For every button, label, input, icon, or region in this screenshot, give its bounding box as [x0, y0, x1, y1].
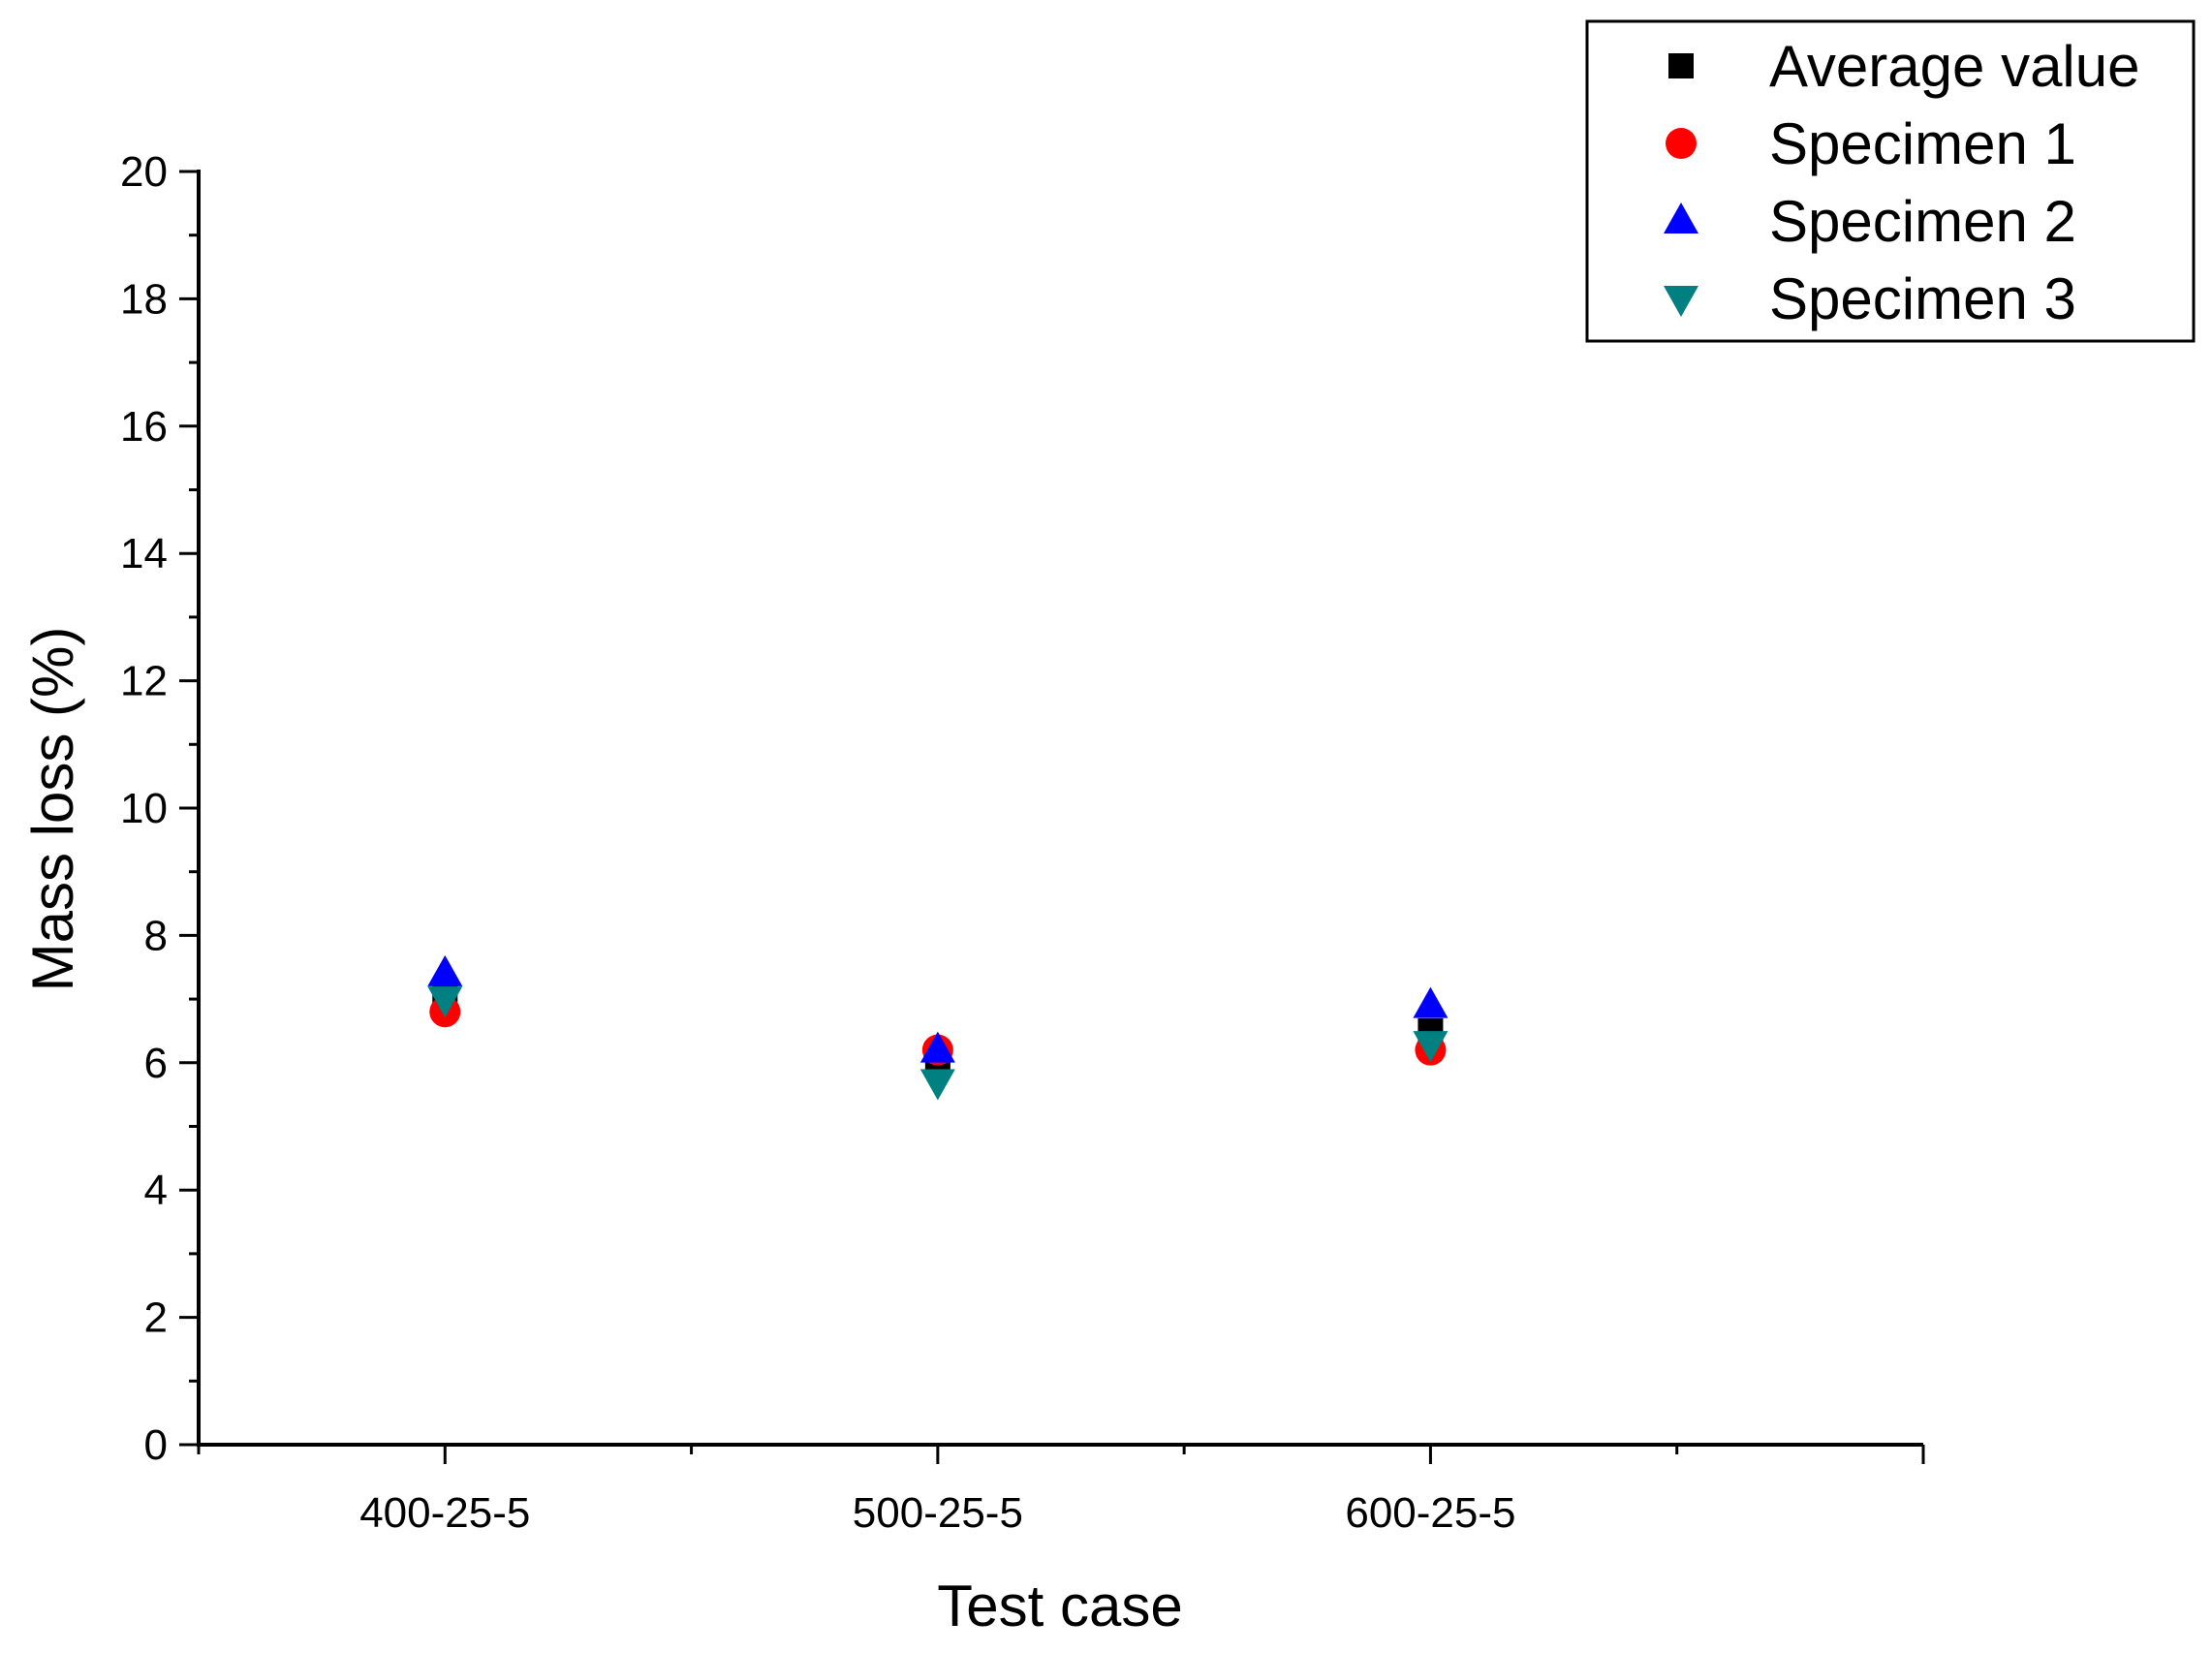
x-tick-label: 500-25-5	[853, 1489, 1023, 1537]
x-axis-title: Test case	[937, 1574, 1182, 1638]
y-tick-label: 18	[120, 275, 168, 323]
y-tick-label: 16	[120, 403, 168, 451]
legend-label: Average value	[1769, 34, 2140, 99]
y-axis-title: Mass loss (%)	[20, 627, 85, 992]
x-tick-label: 600-25-5	[1345, 1489, 1515, 1537]
legend-label: Specimen 1	[1769, 111, 2076, 176]
data-point-triangle-down	[1413, 1031, 1449, 1063]
legend-marker-triangle-up	[1664, 203, 1698, 234]
y-axis-ticks: 0 2 4 6 8 10 12 14 16 18 20	[120, 148, 199, 1469]
legend: Average value Specimen 1 Specimen 2 Specime…	[1585, 19, 2196, 343]
y-tick-label: 12	[120, 658, 168, 705]
data-point-triangle-down	[427, 986, 463, 1018]
y-tick-label: 10	[120, 785, 168, 832]
legend-marker-circle	[1666, 128, 1697, 159]
x-tick-label: 400-25-5	[359, 1489, 530, 1537]
legend-label: Specimen 3	[1769, 266, 2076, 331]
y-tick-label: 8	[144, 912, 168, 959]
legend-marker-triangle-down	[1664, 286, 1698, 317]
y-tick-label: 6	[144, 1040, 168, 1087]
y-tick-label: 20	[120, 148, 168, 196]
legend-label: Specimen 2	[1769, 189, 2076, 254]
data-point-triangle-up	[919, 1031, 955, 1063]
y-tick-label: 2	[144, 1294, 168, 1342]
data-point-triangle-up	[1413, 986, 1449, 1018]
y-tick-label: 14	[120, 530, 168, 577]
y-tick-label: 4	[144, 1167, 168, 1214]
y-tick-label: 0	[144, 1421, 168, 1469]
data-point-triangle-down	[919, 1069, 955, 1101]
legend-marker-square	[1668, 53, 1694, 78]
data-markers	[427, 954, 1449, 1101]
axes	[197, 170, 1923, 1447]
data-point-triangle-up	[427, 954, 463, 986]
x-axis-ticks: 400-25-5 500-25-5 600-25-5	[197, 1445, 1925, 1537]
